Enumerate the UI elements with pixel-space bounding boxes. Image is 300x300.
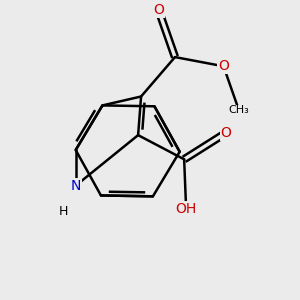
Text: OH: OH: [176, 202, 197, 216]
Text: O: O: [220, 126, 231, 140]
Text: O: O: [218, 59, 229, 73]
Text: CH₃: CH₃: [229, 105, 249, 116]
Text: O: O: [153, 4, 164, 17]
Text: H: H: [59, 205, 68, 218]
Text: N: N: [70, 179, 81, 193]
